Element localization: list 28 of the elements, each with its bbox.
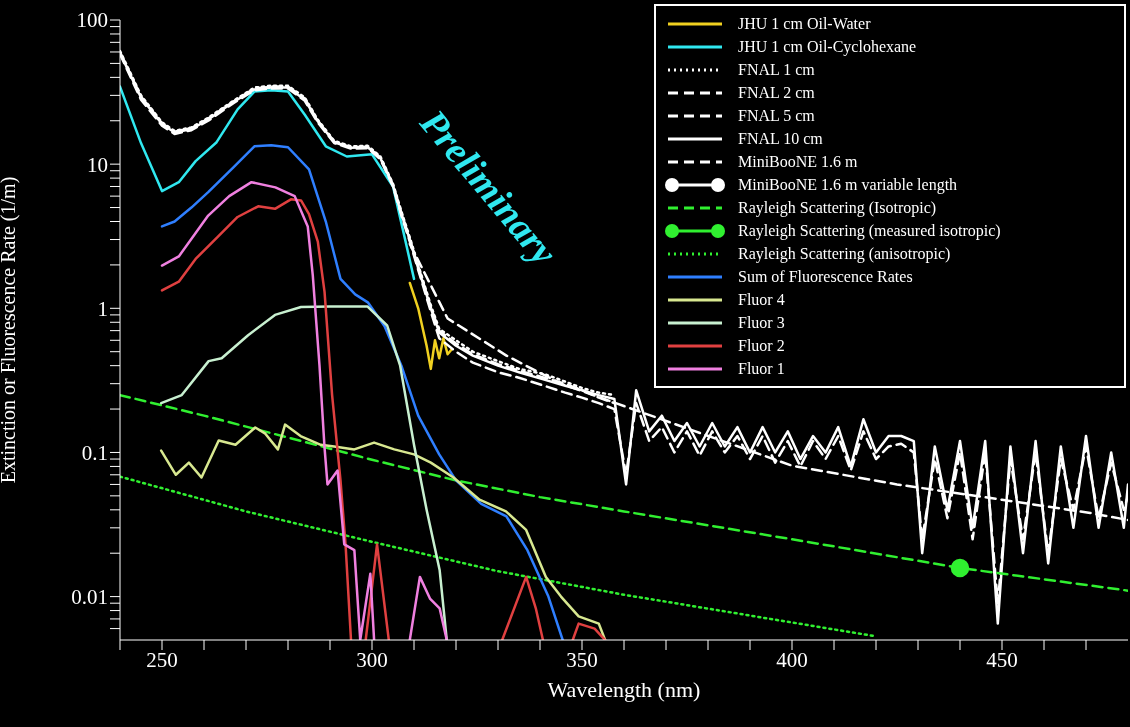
- legend-label: Fluor 3: [738, 313, 785, 332]
- y-tick-label: 10: [87, 152, 108, 177]
- y-tick-label: 0.01: [71, 585, 108, 610]
- y-tick-label: 1: [97, 296, 108, 321]
- legend-label: Rayleigh Scattering (anisotropic): [738, 244, 951, 263]
- x-tick-label: 300: [356, 647, 388, 672]
- y-tick-label: 0.1: [81, 440, 108, 465]
- x-tick-label: 400: [776, 647, 808, 672]
- x-axis-title: Wavelength (nm): [547, 677, 701, 702]
- x-tick-label: 450: [986, 647, 1018, 672]
- legend-label: JHU 1 cm Oil-Cyclohexane: [738, 37, 917, 56]
- legend-label: FNAL 1 cm: [738, 60, 815, 79]
- y-axis-title: Extinction or Fluorescence Rate (1/m): [0, 176, 21, 484]
- legend-label: MiniBooNE 1.6 m: [738, 152, 858, 171]
- x-tick-label: 250: [146, 647, 178, 672]
- legend-label: Fluor 1: [738, 359, 785, 378]
- x-tick-label: 350: [566, 647, 598, 672]
- legend-label: Rayleigh Scattering (measured isotropic): [738, 221, 1001, 240]
- legend-label: Fluor 2: [738, 336, 785, 355]
- legend-label: Rayleigh Scattering (Isotropic): [738, 198, 937, 217]
- legend-label: Fluor 4: [738, 290, 785, 309]
- legend-label: JHU 1 cm Oil-Water: [738, 14, 871, 33]
- y-tick-label: 100: [76, 8, 108, 33]
- legend-label: Sum of Fluorescence Rates: [738, 267, 913, 286]
- legend-label: FNAL 2 cm: [738, 83, 815, 102]
- legend-label: FNAL 5 cm: [738, 106, 815, 125]
- legend-label: FNAL 10 cm: [738, 129, 823, 148]
- legend-label: MiniBooNE 1.6 m variable length: [738, 175, 958, 194]
